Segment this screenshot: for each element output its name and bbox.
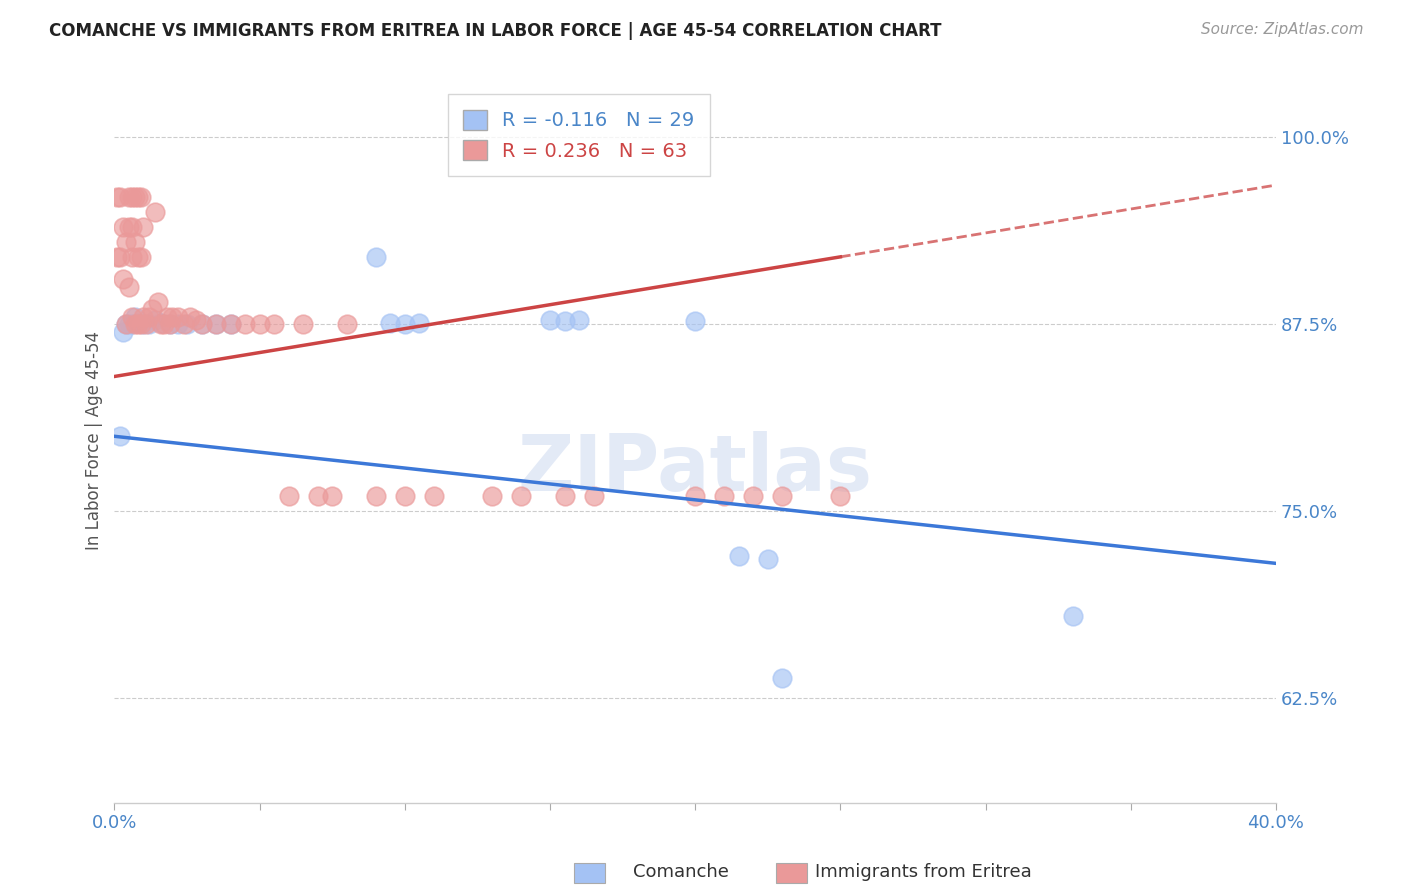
Text: ZIPatlas: ZIPatlas: [517, 431, 873, 507]
Point: [118, 190, 141, 204]
Point: [423, 489, 446, 503]
Point: [219, 317, 242, 331]
Point: [121, 317, 143, 331]
Point: [132, 219, 155, 234]
Text: COMANCHE VS IMMIGRANTS FROM ERITREA IN LABOR FORCE | AGE 45-54 CORRELATION CHART: COMANCHE VS IMMIGRANTS FROM ERITREA IN L…: [49, 22, 942, 40]
Point: [121, 190, 143, 204]
Point: [127, 317, 149, 331]
Point: [167, 310, 190, 324]
Point: [138, 310, 160, 324]
Point: [292, 317, 315, 331]
Point: [127, 316, 149, 330]
Point: [176, 317, 198, 331]
Point: [713, 489, 735, 503]
Point: [249, 317, 271, 331]
Point: [143, 205, 166, 219]
Point: [321, 489, 343, 503]
Point: [115, 317, 138, 331]
Point: [132, 317, 155, 331]
Point: [510, 489, 533, 503]
Point: [115, 317, 138, 331]
Point: [364, 250, 387, 264]
Point: [205, 317, 228, 331]
Point: [121, 219, 143, 234]
Point: [129, 317, 152, 331]
Point: [112, 325, 135, 339]
Point: [110, 190, 132, 204]
Point: [173, 317, 195, 331]
Point: [129, 250, 152, 264]
Point: [129, 190, 152, 204]
Point: [135, 317, 157, 331]
Point: [582, 489, 605, 503]
Point: [263, 317, 285, 331]
Point: [394, 317, 416, 331]
Point: [124, 235, 146, 249]
Point: [190, 317, 212, 331]
Point: [127, 250, 149, 264]
Text: Comanche: Comanche: [633, 863, 728, 881]
Point: [149, 316, 172, 330]
Point: [118, 317, 141, 331]
Point: [179, 310, 201, 324]
Y-axis label: In Labor Force | Age 45-54: In Labor Force | Age 45-54: [86, 331, 103, 549]
Point: [105, 250, 128, 264]
Point: [121, 310, 143, 324]
Point: [152, 317, 174, 331]
Point: [233, 317, 256, 331]
Point: [112, 272, 135, 286]
Point: [141, 302, 163, 317]
Point: [112, 219, 135, 234]
Point: [830, 489, 852, 503]
Point: [184, 312, 207, 326]
Point: [742, 489, 765, 503]
Point: [159, 317, 181, 331]
Point: [162, 310, 184, 324]
Point: [277, 489, 299, 503]
Point: [138, 317, 160, 331]
Point: [554, 314, 576, 328]
Point: [205, 317, 228, 331]
Point: [118, 219, 141, 234]
Point: [127, 190, 149, 204]
Point: [538, 312, 561, 326]
Point: [756, 552, 779, 566]
Text: Source: ZipAtlas.com: Source: ZipAtlas.com: [1201, 22, 1364, 37]
Point: [149, 317, 172, 331]
Point: [1062, 608, 1084, 623]
Point: [146, 294, 169, 309]
Point: [770, 489, 793, 503]
Point: [121, 250, 143, 264]
Point: [219, 317, 242, 331]
Point: [118, 279, 141, 293]
Point: [124, 317, 146, 331]
Point: [683, 314, 706, 328]
Point: [380, 316, 402, 330]
Point: [124, 310, 146, 324]
Point: [143, 312, 166, 326]
Point: [307, 489, 329, 503]
Point: [770, 672, 793, 686]
Point: [167, 317, 190, 331]
Point: [336, 317, 359, 331]
Point: [481, 489, 503, 503]
Point: [156, 310, 179, 324]
Point: [408, 316, 430, 330]
Point: [568, 312, 591, 326]
Point: [110, 429, 132, 443]
Point: [364, 489, 387, 503]
Point: [727, 549, 749, 563]
Point: [110, 250, 132, 264]
Legend: R = -0.116   N = 29, R = 0.236   N = 63: R = -0.116 N = 29, R = 0.236 N = 63: [449, 95, 710, 177]
Point: [105, 190, 128, 204]
Point: [554, 489, 576, 503]
Point: [683, 489, 706, 503]
Point: [115, 235, 138, 249]
Point: [132, 310, 155, 324]
Point: [190, 317, 212, 331]
Point: [124, 190, 146, 204]
Point: [159, 317, 181, 331]
Point: [394, 489, 416, 503]
Text: Immigrants from Eritrea: Immigrants from Eritrea: [815, 863, 1032, 881]
